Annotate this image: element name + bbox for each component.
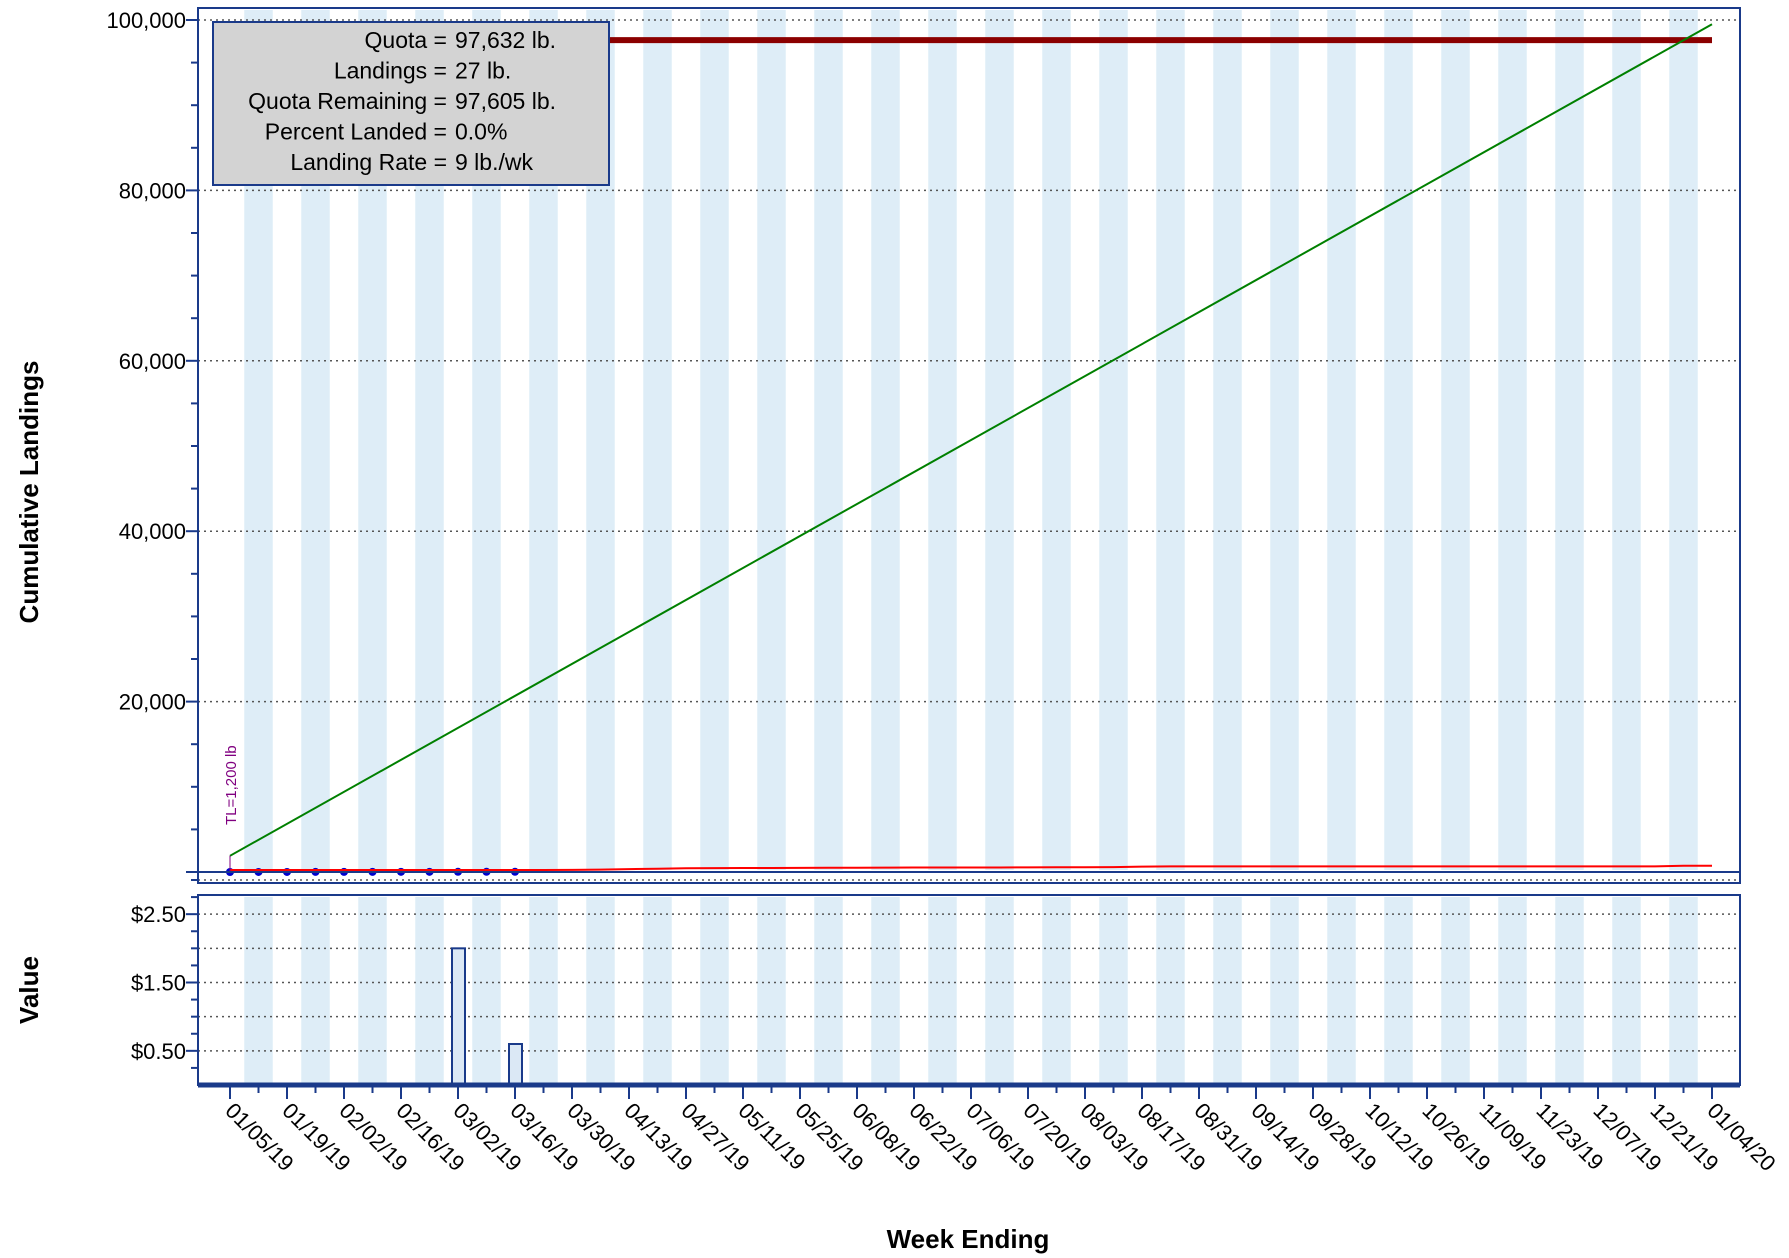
y-tick-label: $0.50 [131, 1039, 186, 1064]
week-band [415, 897, 444, 1083]
week-band [871, 10, 900, 870]
summary-label: Percent Landed = [265, 119, 447, 145]
week-band [700, 10, 729, 870]
bottom-y-axis-title: Value [14, 956, 44, 1024]
summary-box: Quota = 97,632 lb. Landings = 27 lb. Quota R… [212, 21, 610, 186]
week-band [1270, 897, 1299, 1083]
week-band [1498, 10, 1527, 870]
week-band [1042, 897, 1071, 1083]
value-bar [451, 947, 466, 1086]
week-band [1156, 897, 1185, 1083]
gridlines-bottom [198, 879, 1740, 1052]
week-band [301, 897, 330, 1083]
week-band [1669, 897, 1698, 1083]
week-band [643, 10, 672, 870]
week-band [757, 10, 786, 870]
summary-box-background [212, 21, 610, 186]
y-tick-label: 40,000 [119, 519, 186, 544]
week-band [1042, 10, 1071, 870]
prior-year-line [230, 864, 1712, 871]
week-band [985, 897, 1014, 1083]
summary-label: Landings = [334, 58, 447, 84]
week-band [1612, 10, 1641, 870]
gridlines-top [198, 19, 1740, 703]
week-band [1099, 897, 1128, 1083]
week-band [1270, 10, 1299, 870]
tl-annotation: TL=1,200 lb [223, 745, 240, 825]
summary-label: Landing Rate = [290, 149, 447, 175]
week-band [1327, 10, 1356, 870]
projection-line [229, 23, 1713, 857]
week-band [244, 897, 273, 1083]
week-band [928, 897, 957, 1083]
y-axis-bottom: $0.50 $1.50 $2.50 [131, 879, 198, 1069]
week-band [700, 897, 729, 1083]
week-band [472, 897, 501, 1083]
y-tick-label: 80,000 [119, 178, 186, 203]
week-band [985, 10, 1014, 870]
week-band [871, 897, 900, 1083]
week-band [1612, 897, 1641, 1083]
week-band [1327, 897, 1356, 1083]
top-y-axis-title: Cumulative Landings [14, 361, 44, 624]
week-band [1156, 10, 1185, 870]
week-band [1669, 10, 1698, 870]
y-tick-label: 100,000 [106, 8, 186, 33]
week-band [757, 897, 786, 1083]
summary-value: 97,605 lb. [455, 88, 556, 114]
week-band [928, 10, 957, 870]
week-band [814, 10, 843, 870]
week-band [1441, 897, 1470, 1083]
week-band [1555, 10, 1584, 870]
x-axis: 01/05/1901/19/1902/02/1902/16/1903/02/19… [220, 1085, 1781, 1176]
week-band [1555, 897, 1584, 1083]
week-band [1099, 10, 1128, 870]
week-band [586, 897, 615, 1083]
y-tick-label: 20,000 [119, 690, 186, 715]
week-bands-bottom [244, 897, 1698, 1083]
week-band [814, 897, 843, 1083]
week-band [1498, 897, 1527, 1083]
y-axis-top: 20,000 40,000 60,000 80,000 100,000 [106, 8, 198, 873]
y-tick-label: $1.50 [131, 971, 186, 996]
week-band [1213, 897, 1242, 1083]
week-band [1213, 10, 1242, 870]
week-band [358, 897, 387, 1083]
y-tick-label: $2.50 [131, 902, 186, 927]
y-tick-label: 60,000 [119, 349, 186, 374]
summary-value: 9 lb./wk [455, 149, 533, 175]
week-band [1384, 10, 1413, 870]
summary-value: 97,632 lb. [455, 27, 556, 53]
week-band [529, 897, 558, 1083]
summary-label: Quota = [365, 27, 447, 53]
value-bar [508, 1043, 523, 1086]
week-band [643, 897, 672, 1083]
week-band [1384, 897, 1413, 1083]
x-axis-title: Week Ending [887, 1224, 1050, 1254]
week-band [1441, 10, 1470, 870]
summary-value: 27 lb. [455, 58, 511, 84]
summary-value: 0.0% [455, 119, 507, 145]
summary-label: Quota Remaining = [248, 88, 447, 114]
